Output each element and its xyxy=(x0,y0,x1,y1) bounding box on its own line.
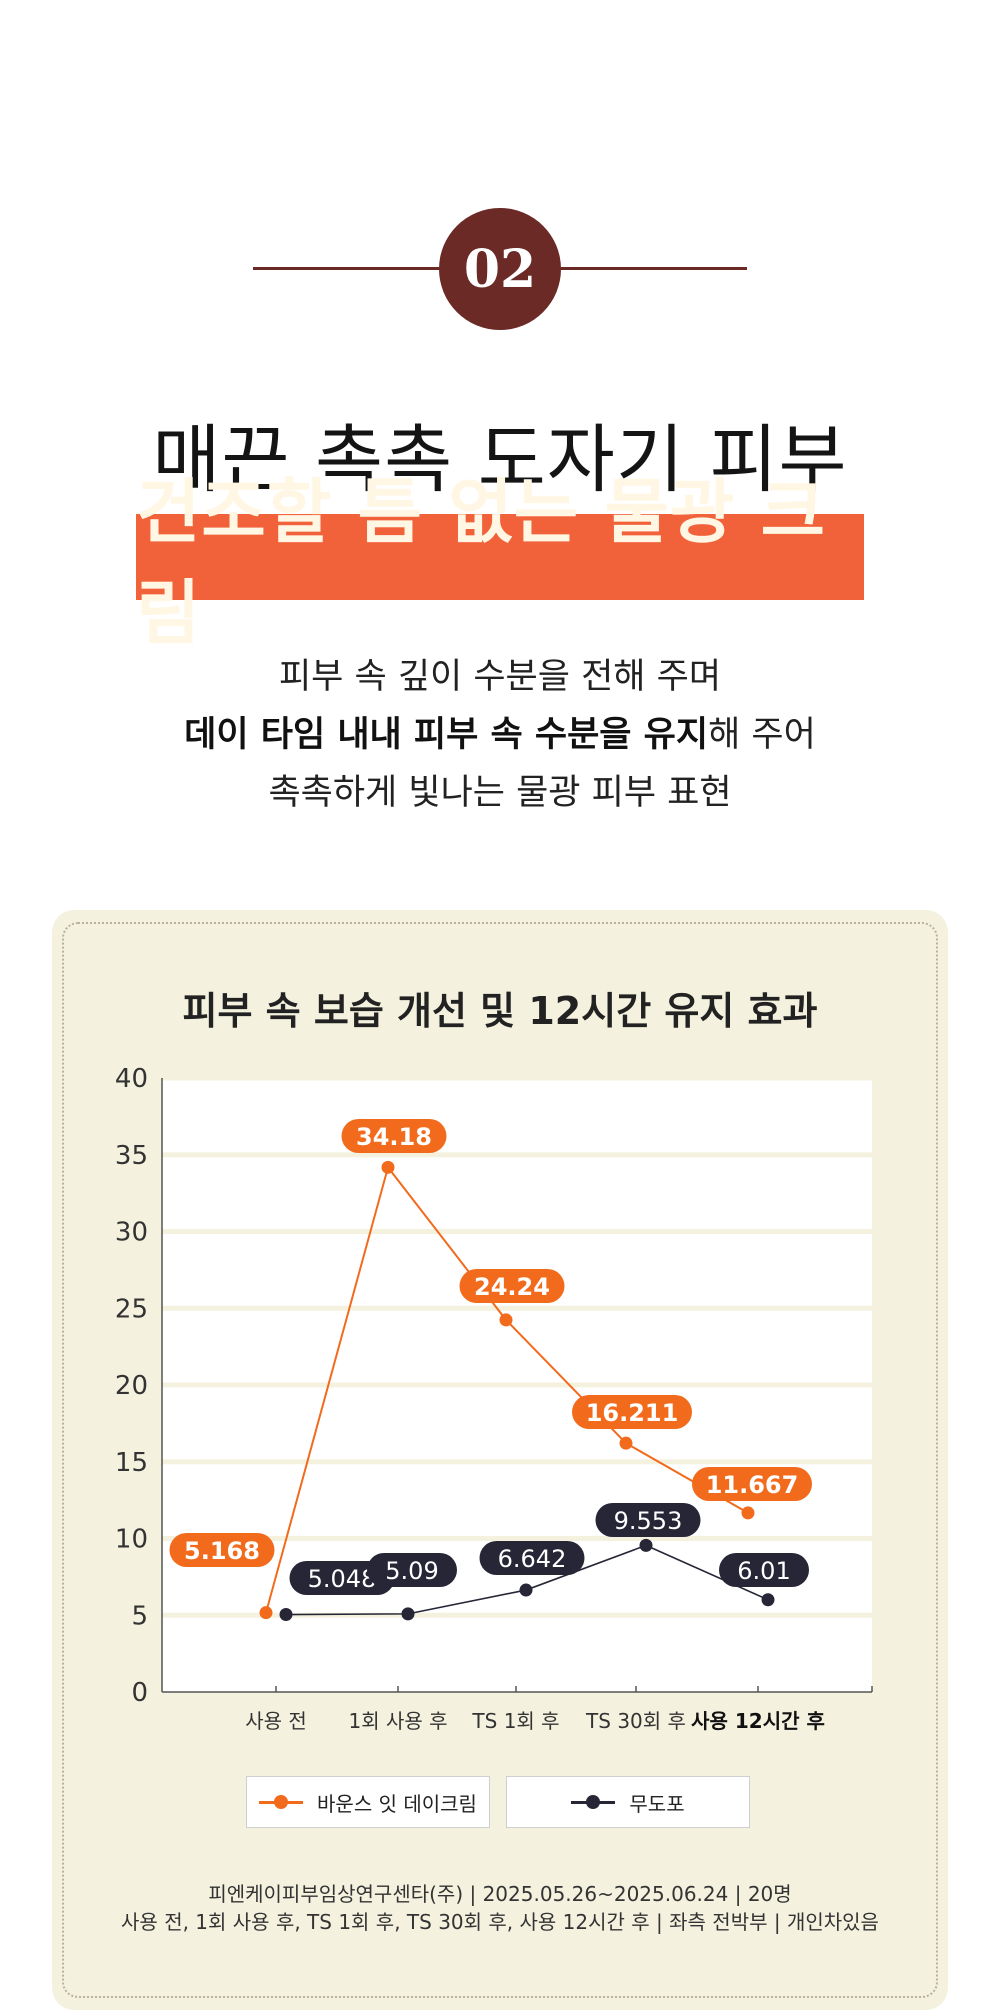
x-tick-label: 사용 12시간 후 xyxy=(691,1709,825,1733)
x-tick-label: 사용 전 xyxy=(245,1709,307,1733)
data-point-series-1 xyxy=(499,1313,513,1327)
source-line-2: 사용 전, 1회 사용 후, TS 1회 후, TS 30회 후, 사용 12시… xyxy=(121,1910,879,1934)
data-label-bg-series-1 xyxy=(572,1395,692,1429)
description-line-2: 데이 타임 내내 피부 속 수분을 유지해 주어 xyxy=(0,706,1000,757)
data-label-bg-series-1 xyxy=(341,1119,447,1153)
legend-label-series-2: 무도포 xyxy=(629,1791,685,1816)
data-label-bg-series-2 xyxy=(367,1553,457,1587)
description-line-1: 피부 속 깊이 수분을 전해 주며 xyxy=(278,657,722,697)
data-point-series-2 xyxy=(401,1607,415,1621)
data-label-series-2: 5.09 xyxy=(385,1557,438,1585)
step-indicator: 02 xyxy=(0,206,1000,330)
headline: 매끈 촉촉 도자기 피부 xyxy=(152,417,848,503)
gridline xyxy=(162,1459,872,1465)
data-point-series-1 xyxy=(381,1160,395,1174)
x-tick-label: TS 30회 후 xyxy=(585,1709,686,1733)
chart-title-part1: 피부 속 보습 개선 및 xyxy=(182,989,529,1033)
y-tick-label: 20 xyxy=(115,1371,148,1401)
legend-label-series-1: 바운스 잇 데이크림 xyxy=(317,1791,477,1816)
data-point-series-2 xyxy=(761,1593,775,1607)
data-label-bg-series-1 xyxy=(692,1467,812,1501)
gridline xyxy=(162,1075,872,1081)
data-label-series-2: 6.642 xyxy=(498,1545,567,1573)
data-label-bg-series-1 xyxy=(169,1533,275,1567)
chart-card-border xyxy=(62,922,938,1998)
y-tick-label: 10 xyxy=(115,1525,148,1555)
y-tick-label: 25 xyxy=(115,1294,148,1324)
data-point-series-1 xyxy=(259,1606,273,1620)
data-point-series-2 xyxy=(639,1538,653,1552)
chart-card: 피부 속 보습 개선 및 12시간 유지 효과 0 5 10 15 20 25 30 35 40… xyxy=(52,910,948,2010)
y-tick-label: 5 xyxy=(131,1601,148,1631)
gridline xyxy=(162,1612,872,1618)
data-label-series-2: 5.048 xyxy=(308,1565,377,1593)
data-point-series-1 xyxy=(619,1436,633,1450)
gridline xyxy=(162,1536,872,1541)
data-point-series-1 xyxy=(741,1506,755,1520)
data-point-series-2 xyxy=(279,1608,293,1622)
gridline xyxy=(162,1382,872,1388)
source-line-1: 피엔케이피부임상연구센타(주) | 2025.05.26~2025.06.24 … xyxy=(208,1882,792,1906)
highlight-banner: 건조할 틈 없는 물광 크림 xyxy=(136,471,864,654)
y-tick-label: 15 xyxy=(115,1448,148,1478)
data-label-bg-series-2 xyxy=(479,1541,585,1575)
data-label-series-1: 5.168 xyxy=(184,1537,260,1565)
y-tick-label: 40 xyxy=(115,1064,148,1094)
data-label-bg-series-2 xyxy=(595,1503,701,1537)
description-line-3: 촉촉하게 빛나는 물광 피부 표현 xyxy=(268,773,732,813)
data-label-series-2: 9.553 xyxy=(614,1507,683,1535)
legend-item-series-2: 무도포 xyxy=(506,1776,750,1828)
description-line-2-bold: 데이 타임 내내 피부 속 수분을 유지 xyxy=(184,715,709,755)
data-label-series-1: 34.18 xyxy=(356,1123,432,1151)
data-label-series-2: 6.01 xyxy=(737,1557,790,1585)
data-label-bg-series-2 xyxy=(719,1553,809,1587)
gridline xyxy=(162,1152,872,1158)
gridline xyxy=(162,1229,872,1234)
x-tick-label: TS 1회 후 xyxy=(471,1709,559,1733)
x-tick-label: 1회 사용 후 xyxy=(348,1709,447,1733)
data-point-series-2 xyxy=(519,1583,533,1597)
chart-title-part2: 12시간 유지 효과 xyxy=(528,989,818,1033)
y-tick-label: 0 xyxy=(131,1678,148,1708)
chart-title: 피부 속 보습 개선 및 12시간 유지 효과 xyxy=(52,980,948,1035)
legend-item-series-1: 바운스 잇 데이크림 xyxy=(246,1776,490,1828)
step-number-badge: 02 xyxy=(439,208,561,330)
legend-swatch-orange xyxy=(259,1794,304,1810)
legend-swatch-navy xyxy=(571,1794,616,1810)
data-label-bg-series-1 xyxy=(459,1269,565,1303)
data-label-series-1: 24.24 xyxy=(474,1273,550,1301)
description-line-2-rest: 해 주어 xyxy=(708,715,816,755)
line-chart: 0 5 10 15 20 25 30 35 40 사용 전 1회 사용 후 TS 1회 후 TS 30회… xyxy=(115,1064,873,1733)
data-label-series-1: 11.667 xyxy=(706,1471,799,1499)
gridline xyxy=(162,1305,872,1311)
y-tick-label: 35 xyxy=(115,1141,148,1171)
data-label-series-1: 16.211 xyxy=(586,1399,679,1427)
y-tick-label: 30 xyxy=(115,1218,148,1248)
